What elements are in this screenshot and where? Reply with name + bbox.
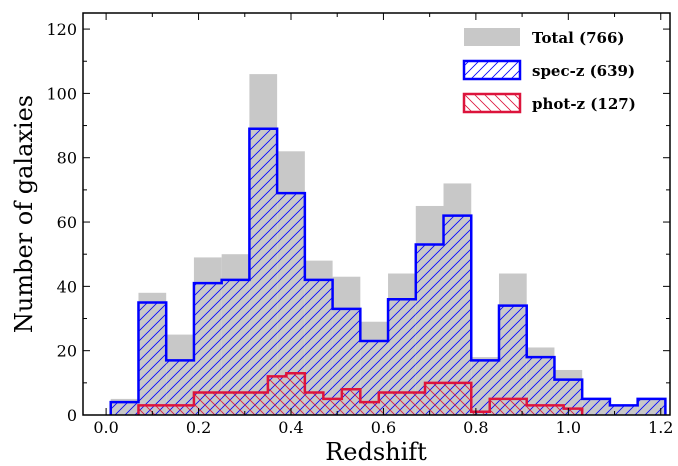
y-tick-label-2: 40 bbox=[57, 277, 77, 296]
x-axis-label: Redshift bbox=[325, 438, 427, 466]
bar-phot-z-19 bbox=[545, 405, 564, 415]
legend-swatch-total bbox=[464, 28, 520, 46]
series-spec-z-bars bbox=[109, 127, 667, 415]
legend: Total (766) spec-z (639) phot-z (127) bbox=[462, 28, 636, 114]
bar-phot-z-12 bbox=[397, 392, 426, 415]
bar-spec-z-0 bbox=[110, 402, 139, 415]
bar-spec-z-5 bbox=[249, 128, 278, 415]
bar-phot-z-10 bbox=[360, 402, 379, 415]
y-tick-label-3: 60 bbox=[57, 213, 77, 232]
y-tick-label-6: 120 bbox=[46, 20, 77, 39]
bar-phot-z-18 bbox=[526, 405, 546, 415]
bar-phot-z-17 bbox=[508, 398, 527, 415]
bar-phot-z-20 bbox=[563, 408, 583, 415]
legend-label-total: Total (766) bbox=[532, 29, 625, 47]
bar-phot-z-8 bbox=[323, 398, 342, 415]
x-tick-label-0: 0.0 bbox=[93, 418, 118, 437]
bar-phot-z-0 bbox=[138, 405, 167, 415]
plot-frame bbox=[82, 12, 671, 416]
bar-phot-z-15 bbox=[471, 411, 490, 415]
outline-spec-z bbox=[109, 127, 667, 415]
bar-phot-z-13 bbox=[425, 382, 453, 415]
bar-spec-z-18 bbox=[609, 405, 638, 415]
x-tick-label-2: 0.4 bbox=[278, 418, 303, 437]
x-tick-label-5: 1.0 bbox=[556, 418, 581, 437]
y-tick-label-1: 20 bbox=[57, 342, 77, 361]
bar-phot-z-14 bbox=[452, 382, 472, 415]
bar-phot-z-7 bbox=[304, 392, 324, 415]
y-tick-label-4: 80 bbox=[57, 149, 77, 168]
legend-label-spec-z: spec-z (639) bbox=[532, 62, 635, 80]
bar-phot-z-11 bbox=[378, 392, 398, 415]
bar-spec-z-19 bbox=[637, 398, 666, 415]
y-axis-label: Number of galaxies bbox=[10, 95, 38, 333]
bar-spec-z-1 bbox=[138, 302, 167, 415]
axis-ticks: 0.0 0.2 0.4 0.6 0.8 1.0 1.2 0 20 40 60 80 100 120 bbox=[46, 13, 673, 437]
bar-spec-z-17 bbox=[582, 398, 610, 415]
x-tick-label-3: 0.6 bbox=[371, 418, 396, 437]
bar-phot-z-9 bbox=[341, 389, 361, 415]
legend-swatch-phot-z bbox=[462, 92, 522, 114]
bar-phot-z-4 bbox=[249, 392, 268, 415]
bar-phot-z-3 bbox=[221, 392, 250, 415]
outline-phot-z bbox=[137, 371, 584, 415]
bar-phot-z-16 bbox=[489, 398, 509, 415]
bar-phot-z-6 bbox=[286, 373, 305, 415]
bar-spec-z-14 bbox=[498, 305, 527, 415]
x-tick-label-6: 1.2 bbox=[648, 418, 673, 437]
y-tick-label-0: 0 bbox=[67, 406, 77, 425]
bar-phot-z-2 bbox=[193, 392, 222, 415]
series-phot-z-bars bbox=[137, 371, 584, 415]
legend-swatch-spec-z bbox=[462, 59, 522, 81]
x-tick-label-1: 0.2 bbox=[186, 418, 211, 437]
legend-label-phot-z: phot-z (127) bbox=[532, 95, 636, 113]
bar-phot-z-1 bbox=[166, 405, 194, 415]
y-tick-label-5: 100 bbox=[46, 84, 77, 103]
bar-phot-z-5 bbox=[267, 376, 287, 415]
x-tick-label-4: 0.8 bbox=[463, 418, 488, 437]
